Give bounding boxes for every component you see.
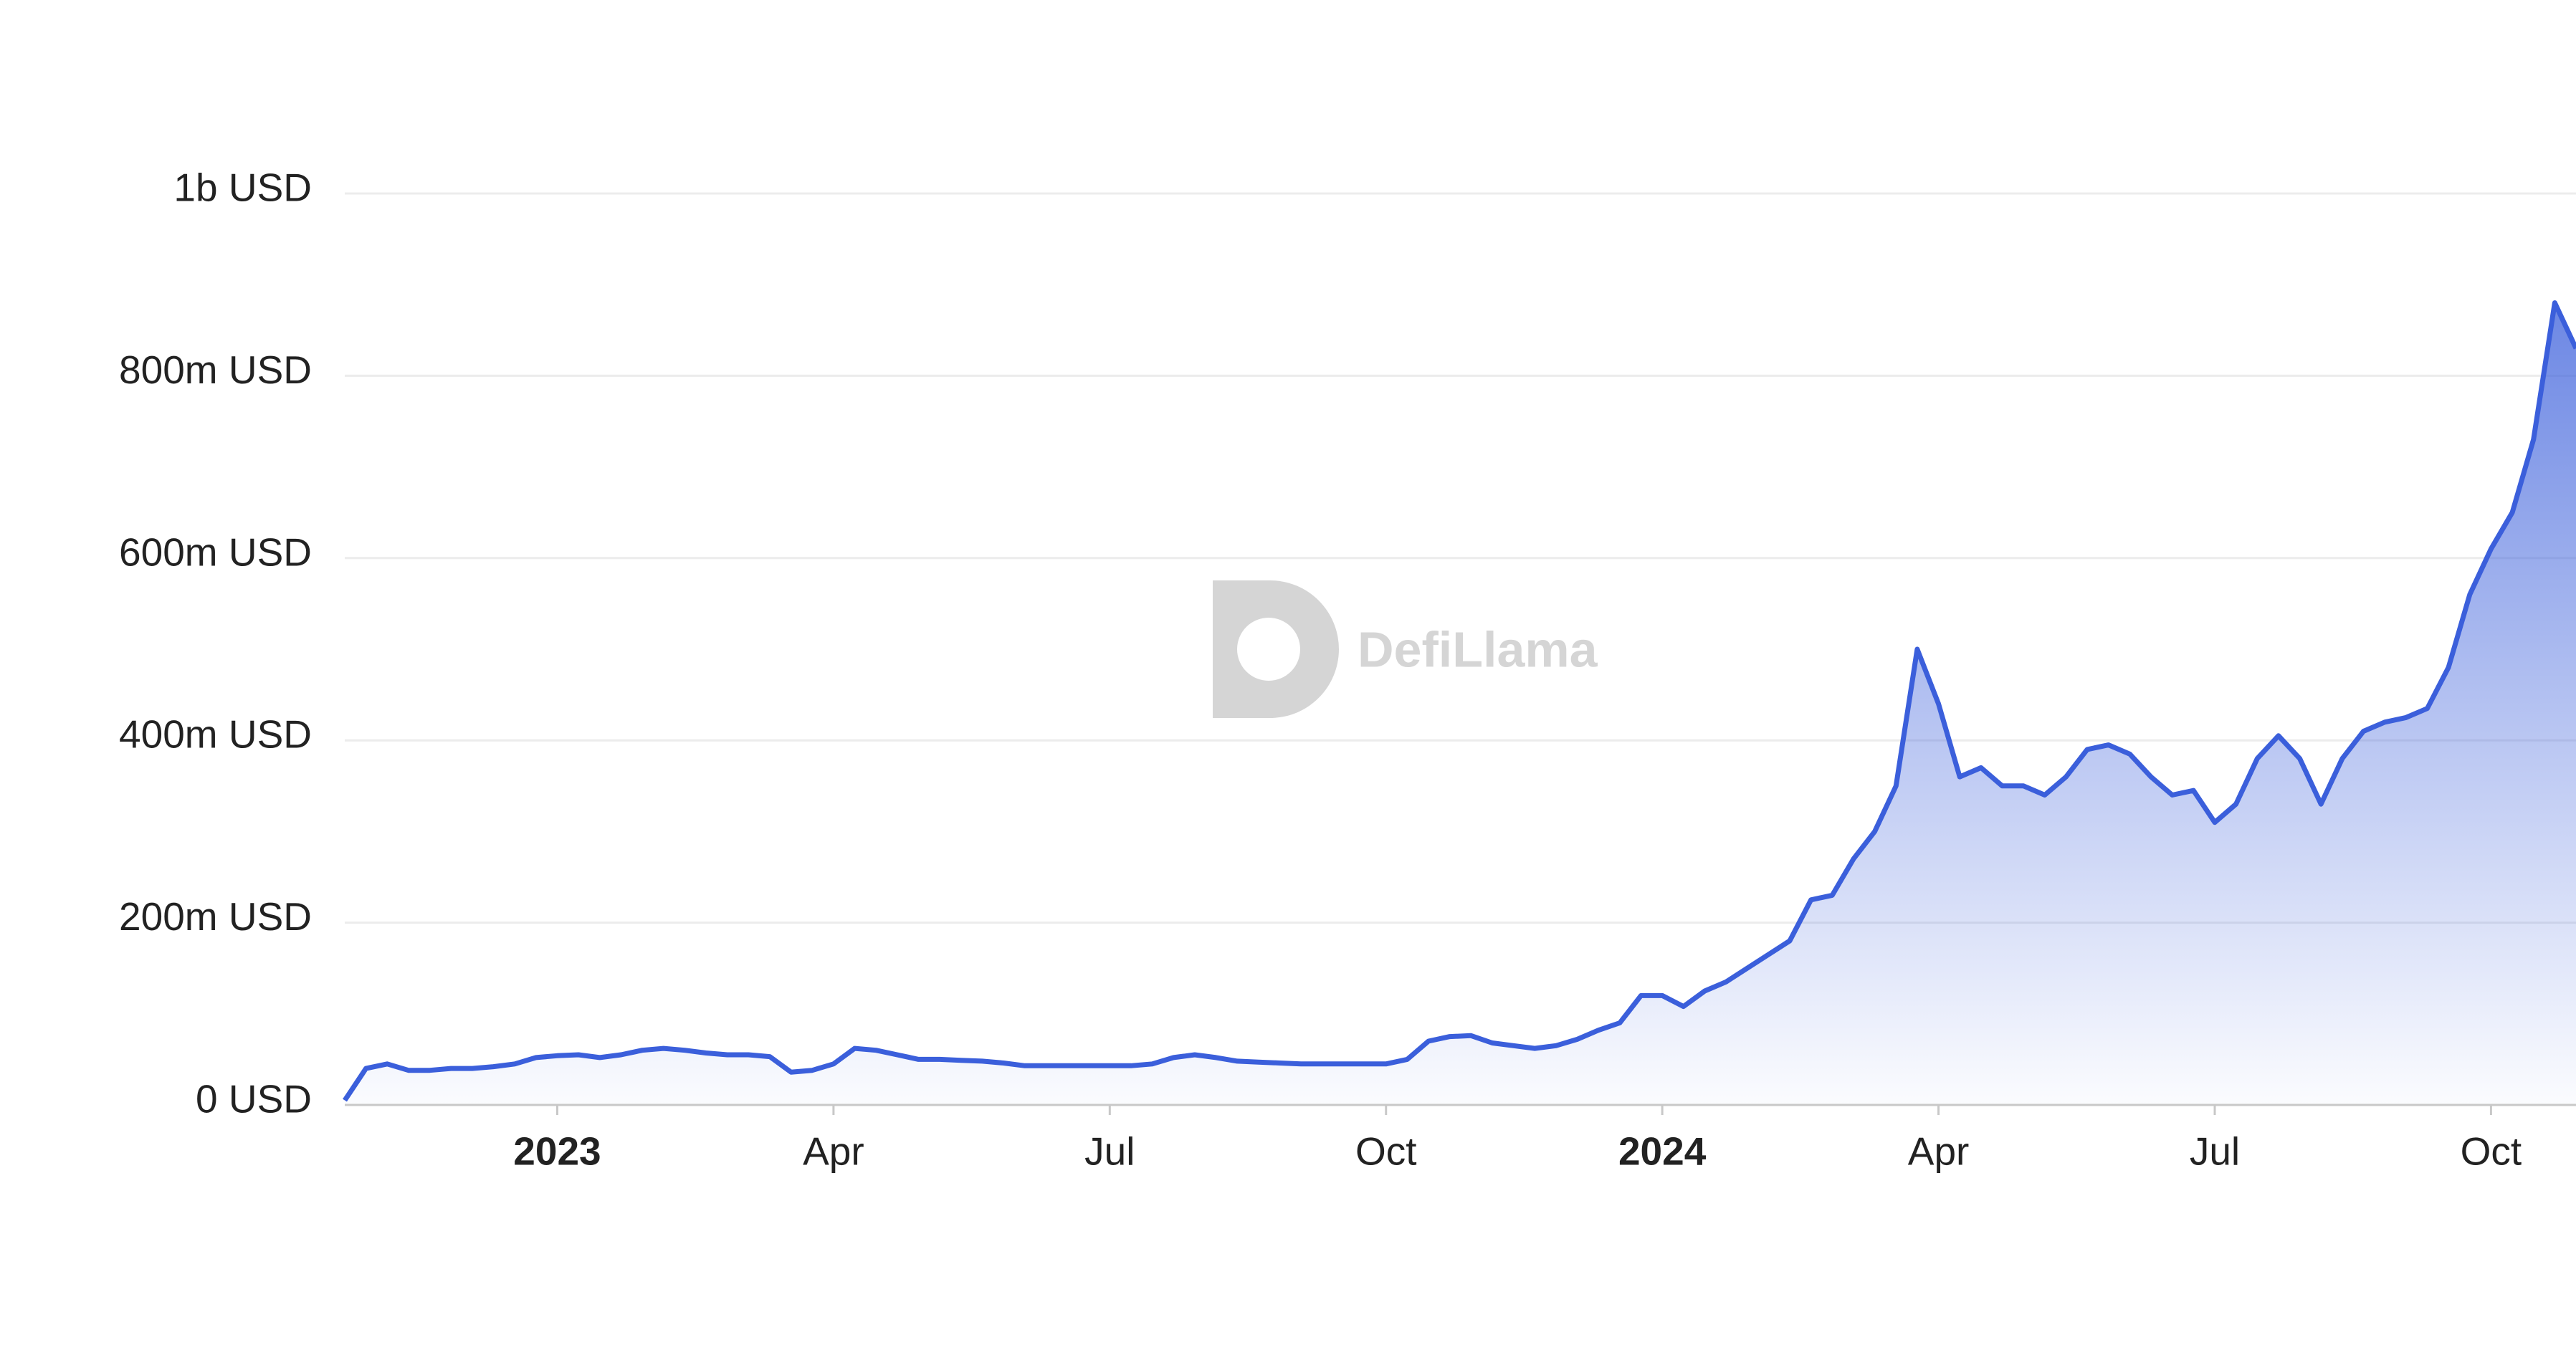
- watermark-logo-face: [1237, 618, 1300, 681]
- x-tick-label: Apr: [1908, 1129, 1970, 1174]
- line: [343, 300, 2576, 1102]
- x-tick-label: 2023: [513, 1129, 601, 1174]
- watermark-logo: [1213, 580, 1339, 718]
- x-tick-label: Jul: [1084, 1129, 1135, 1174]
- y-tick-label: 400m USD: [119, 712, 312, 757]
- y-tick-label: 600m USD: [119, 530, 312, 574]
- y-tick-label: 200m USD: [119, 894, 312, 939]
- x-tick-label: Apr: [803, 1129, 864, 1174]
- y-tick-label: 0 USD: [196, 1077, 312, 1121]
- x-tick-label: Jul: [2190, 1129, 2240, 1174]
- watermark: DefiLlama: [1213, 580, 1598, 718]
- x-tick-label: 2024: [1618, 1129, 1707, 1174]
- y-tick-label: 800m USD: [119, 348, 312, 392]
- y-tick-label: 1b USD: [173, 166, 312, 210]
- x-tick-label: Oct: [1355, 1129, 1417, 1174]
- watermark-text: DefiLlama: [1358, 621, 1598, 677]
- area-fill: [345, 302, 2576, 1106]
- x-tick-label: Oct: [2461, 1129, 2522, 1174]
